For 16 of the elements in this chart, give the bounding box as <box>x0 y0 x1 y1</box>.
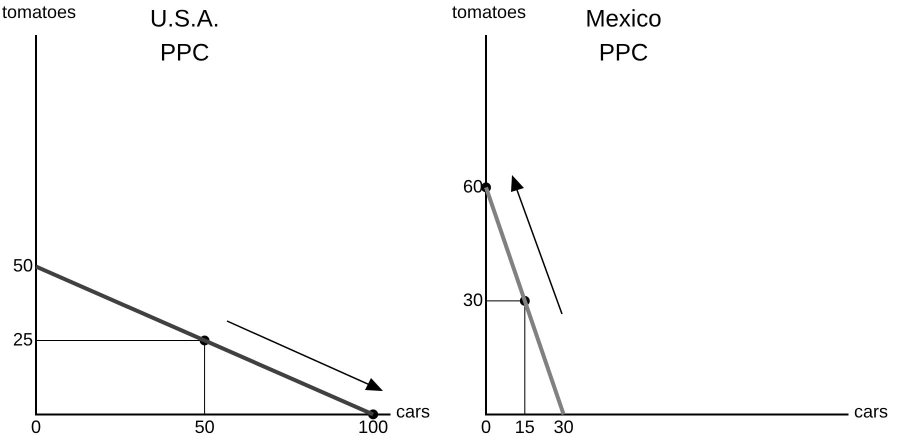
x-tick-label: 50 <box>194 417 215 438</box>
x-tick-label: 0 <box>481 417 492 438</box>
x-tick-label: 100 <box>358 417 388 438</box>
x-axis-title: cars <box>854 401 888 422</box>
chart-title: U.S.A. <box>150 6 220 33</box>
y-axis-title: tomatoes <box>2 2 76 22</box>
x-tick-label: 30 <box>554 417 574 438</box>
chart-subtitle: PPC <box>598 40 648 67</box>
y-tick-label: 25 <box>12 329 34 350</box>
chart-title: Mexico <box>586 6 662 33</box>
y-tick-label: 60 <box>462 176 484 196</box>
x-tick-label: 0 <box>31 417 42 438</box>
y-axis-title: tomatoes <box>452 2 526 22</box>
x-tick-label: 15 <box>514 417 535 438</box>
x-axis-title: cars <box>396 401 430 422</box>
chart-subtitle: PPC <box>160 40 210 67</box>
